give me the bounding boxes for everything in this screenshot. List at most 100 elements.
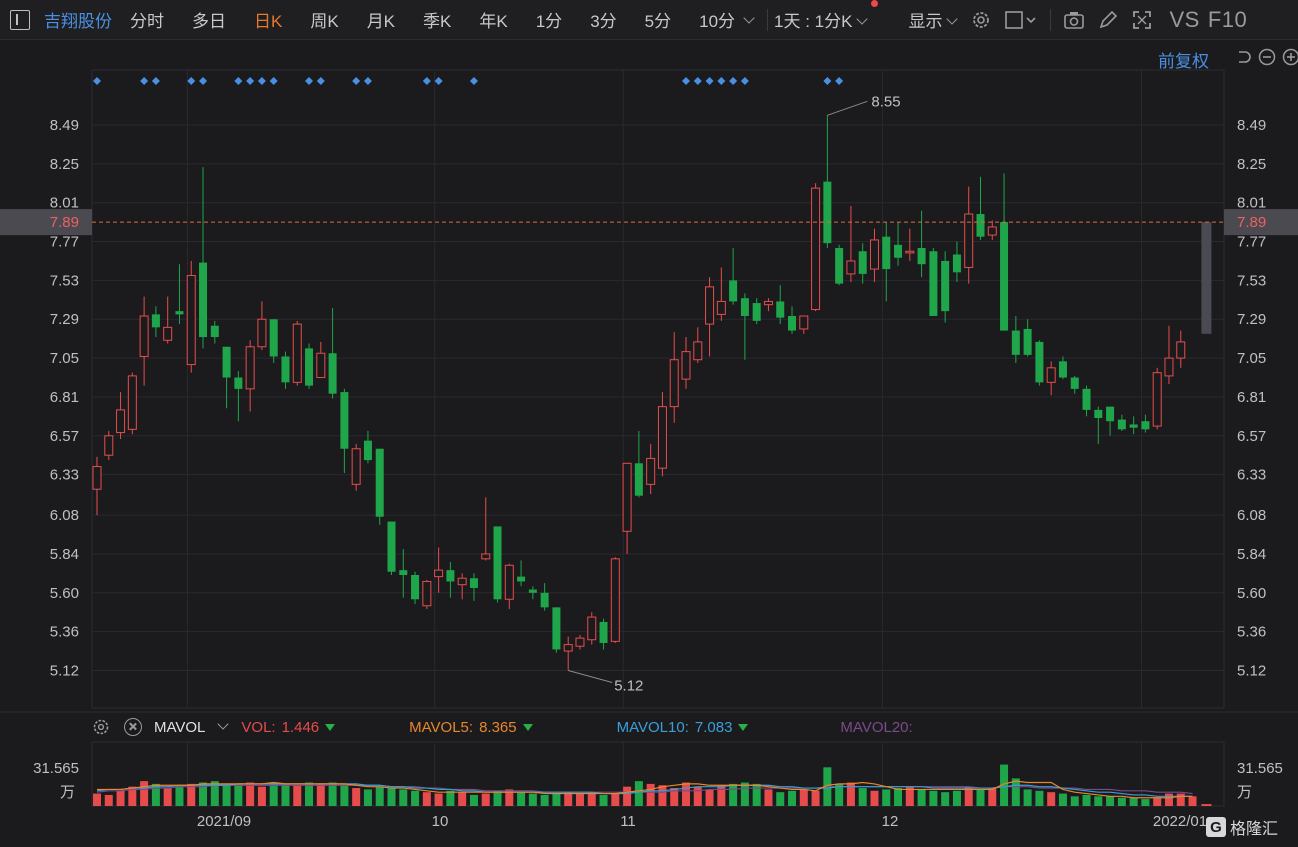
tab-10min[interactable]: 10分 (699, 12, 736, 31)
vol-label: VOL: (241, 718, 276, 736)
volume-bar (1058, 793, 1067, 806)
mavol10-trend-down-icon (738, 723, 749, 731)
candle-up (811, 187, 821, 311)
candle-down (1106, 406, 1115, 422)
volume-bar (340, 783, 349, 806)
candle-down (941, 260, 950, 312)
stock-name[interactable]: 吉翔股份 (44, 12, 112, 31)
candle-up (257, 318, 267, 348)
volume-bar (870, 790, 879, 806)
candle-down (858, 251, 867, 274)
candle-down (599, 621, 608, 643)
indicator-select[interactable]: MAVOL (154, 717, 241, 736)
event-marker-icon (151, 77, 160, 85)
tab-5min[interactable]: 5分 (644, 12, 672, 31)
volume-bar (505, 789, 514, 806)
square-layout-icon[interactable] (1004, 9, 1038, 31)
display-menu[interactable]: 显示 (908, 7, 964, 32)
candle-down (411, 574, 420, 600)
price-overlay: 8.55 5.12 7.89 7.89 (0, 93, 1298, 695)
volume-bar (1117, 797, 1126, 806)
candle-down (1011, 330, 1020, 355)
candle-down (375, 448, 384, 517)
left-price-tick: 5.84 (50, 546, 79, 563)
candle-down (894, 244, 903, 258)
gear-icon[interactable] (970, 9, 992, 31)
right-price-tick: 6.57 (1237, 428, 1266, 445)
date-tick: 2022/01 (1153, 813, 1207, 830)
volume-bar (752, 783, 761, 806)
mavol5-value: 8.365 (479, 718, 517, 736)
volume-bar (670, 788, 679, 806)
current-price-badge-left (0, 209, 92, 236)
left-price-tick: 5.12 (50, 663, 79, 680)
right-price-tick: 6.81 (1237, 389, 1266, 406)
candle-down (1094, 409, 1103, 418)
candle-up (587, 616, 597, 641)
f10-button[interactable]: F10 (1207, 6, 1248, 32)
low-price-label: 5.12 (614, 678, 643, 695)
volume-bar (316, 783, 325, 806)
pencil-icon[interactable] (1097, 9, 1119, 31)
zoom-out-icon[interactable] (1258, 48, 1276, 66)
mavol10-line (96, 783, 1193, 797)
event-marker-icon (729, 77, 738, 85)
zoom-in-icon[interactable] (1282, 48, 1298, 66)
volume-bar (882, 789, 891, 806)
right-price-tick: 7.05 (1237, 350, 1266, 367)
tab-weekly-k[interactable]: 周K (310, 12, 339, 31)
volume-bar (894, 788, 903, 806)
volume-bar (952, 790, 961, 806)
volume-bar (729, 783, 738, 806)
camera-icon[interactable] (1063, 9, 1085, 31)
undo-icon[interactable] (1234, 48, 1252, 66)
candle-up (846, 260, 856, 275)
volume-axis-max-left: 31.565 (33, 760, 79, 777)
volume-bar (1011, 778, 1020, 806)
candle-up (563, 644, 573, 652)
candle-down (281, 356, 290, 383)
candle-up (964, 213, 974, 268)
sidebar-toggle-icon[interactable] (10, 9, 30, 30)
tab-quarterly-k[interactable]: 季K (423, 12, 452, 31)
tab-daily-k[interactable]: 日K (254, 12, 283, 31)
price-adjust-select[interactable]: 前复权 (1158, 52, 1209, 71)
volume-bar (1201, 804, 1212, 806)
volume-bar (481, 793, 490, 806)
volume-bar (399, 789, 408, 806)
fullscreen-icon[interactable] (1131, 9, 1153, 31)
tab-multi-day[interactable]: 多日 (192, 12, 226, 31)
candle-down (752, 303, 761, 321)
tab-1min[interactable]: 1分 (535, 12, 563, 31)
candle-down (1082, 388, 1091, 410)
volume-bar (846, 782, 855, 806)
candle-down (446, 570, 455, 582)
volume-bar (387, 788, 396, 806)
volume-bar (93, 793, 101, 806)
volume-bar (988, 788, 997, 806)
candle-up (116, 409, 126, 434)
candle-down (1141, 421, 1150, 430)
candle-up (163, 326, 173, 341)
vs-compare-button[interactable]: VS (1169, 6, 1200, 32)
right-price-tick: 8.01 (1237, 195, 1266, 212)
mavol10-label: MAVOL10: (616, 718, 689, 736)
candle-down (363, 440, 372, 461)
volume-bar (1082, 794, 1091, 806)
indicator-close-icon[interactable] (124, 718, 142, 736)
gelonghui-logo-icon: G (1206, 817, 1226, 837)
candle-down (1023, 328, 1032, 355)
candle-down (776, 301, 785, 318)
volume-bar (187, 783, 196, 806)
candle-up (1046, 367, 1056, 383)
tab-time-share[interactable]: 分时 (130, 12, 164, 31)
volume-bar (835, 783, 844, 806)
volume-bar (458, 792, 467, 806)
right-price-tick: 7.29 (1237, 311, 1266, 328)
indicator-settings-icon[interactable] (92, 718, 110, 736)
tab-yearly-k[interactable]: 年K (479, 12, 508, 31)
interval-select[interactable]: 1天 : 1分K (774, 7, 874, 32)
tab-monthly-k[interactable]: 月K (366, 12, 396, 31)
tab-3min[interactable]: 3分 (590, 12, 617, 31)
